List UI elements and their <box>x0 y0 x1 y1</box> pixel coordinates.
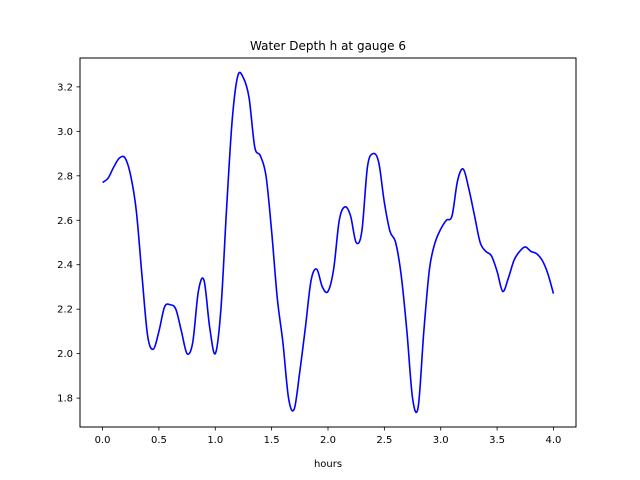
x-axis-ticks: 0.0 0.5 1.0 1.5 2.0 2.5 3.0 3.5 4.0 <box>95 427 562 446</box>
x-tick-label: 3.0 <box>433 435 449 446</box>
y-tick-label: 3.2 <box>57 82 73 93</box>
x-axis-label: hours <box>314 459 342 470</box>
y-tick-label: 2.6 <box>57 216 73 227</box>
plot-area: 0.0 0.5 1.0 1.5 2.0 2.5 3.0 3.5 4.0 1.8 2.0 2.2 2.4… <box>57 57 577 446</box>
x-tick-label: 4.0 <box>546 435 562 446</box>
plot-background <box>80 58 576 427</box>
x-tick-label: 1.0 <box>207 435 223 446</box>
y-tick-label: 2.4 <box>57 260 73 271</box>
plot-frame <box>79 57 577 428</box>
x-tick-label: 3.5 <box>489 435 505 446</box>
y-tick-label: 2.8 <box>57 171 73 182</box>
x-tick-label: 2.0 <box>320 435 336 446</box>
y-tick-label: 3.0 <box>57 127 73 138</box>
series-line-0 <box>102 71 555 414</box>
y-axis-ticks: 1.8 2.0 2.2 2.4 2.6 2.8 3.0 3.2 <box>57 82 80 405</box>
y-tick-label: 2.0 <box>57 349 73 360</box>
y-tick-label: 2.2 <box>57 305 73 316</box>
x-tick-label: 0.5 <box>151 435 167 446</box>
x-tick-label: 0.0 <box>95 435 111 446</box>
x-tick-label: 2.5 <box>376 435 392 446</box>
series-layer <box>102 71 555 414</box>
x-tick-label: 1.5 <box>264 435 280 446</box>
y-tick-label: 1.8 <box>57 394 73 405</box>
chart-title: Water Depth h at gauge 6 <box>250 39 406 53</box>
